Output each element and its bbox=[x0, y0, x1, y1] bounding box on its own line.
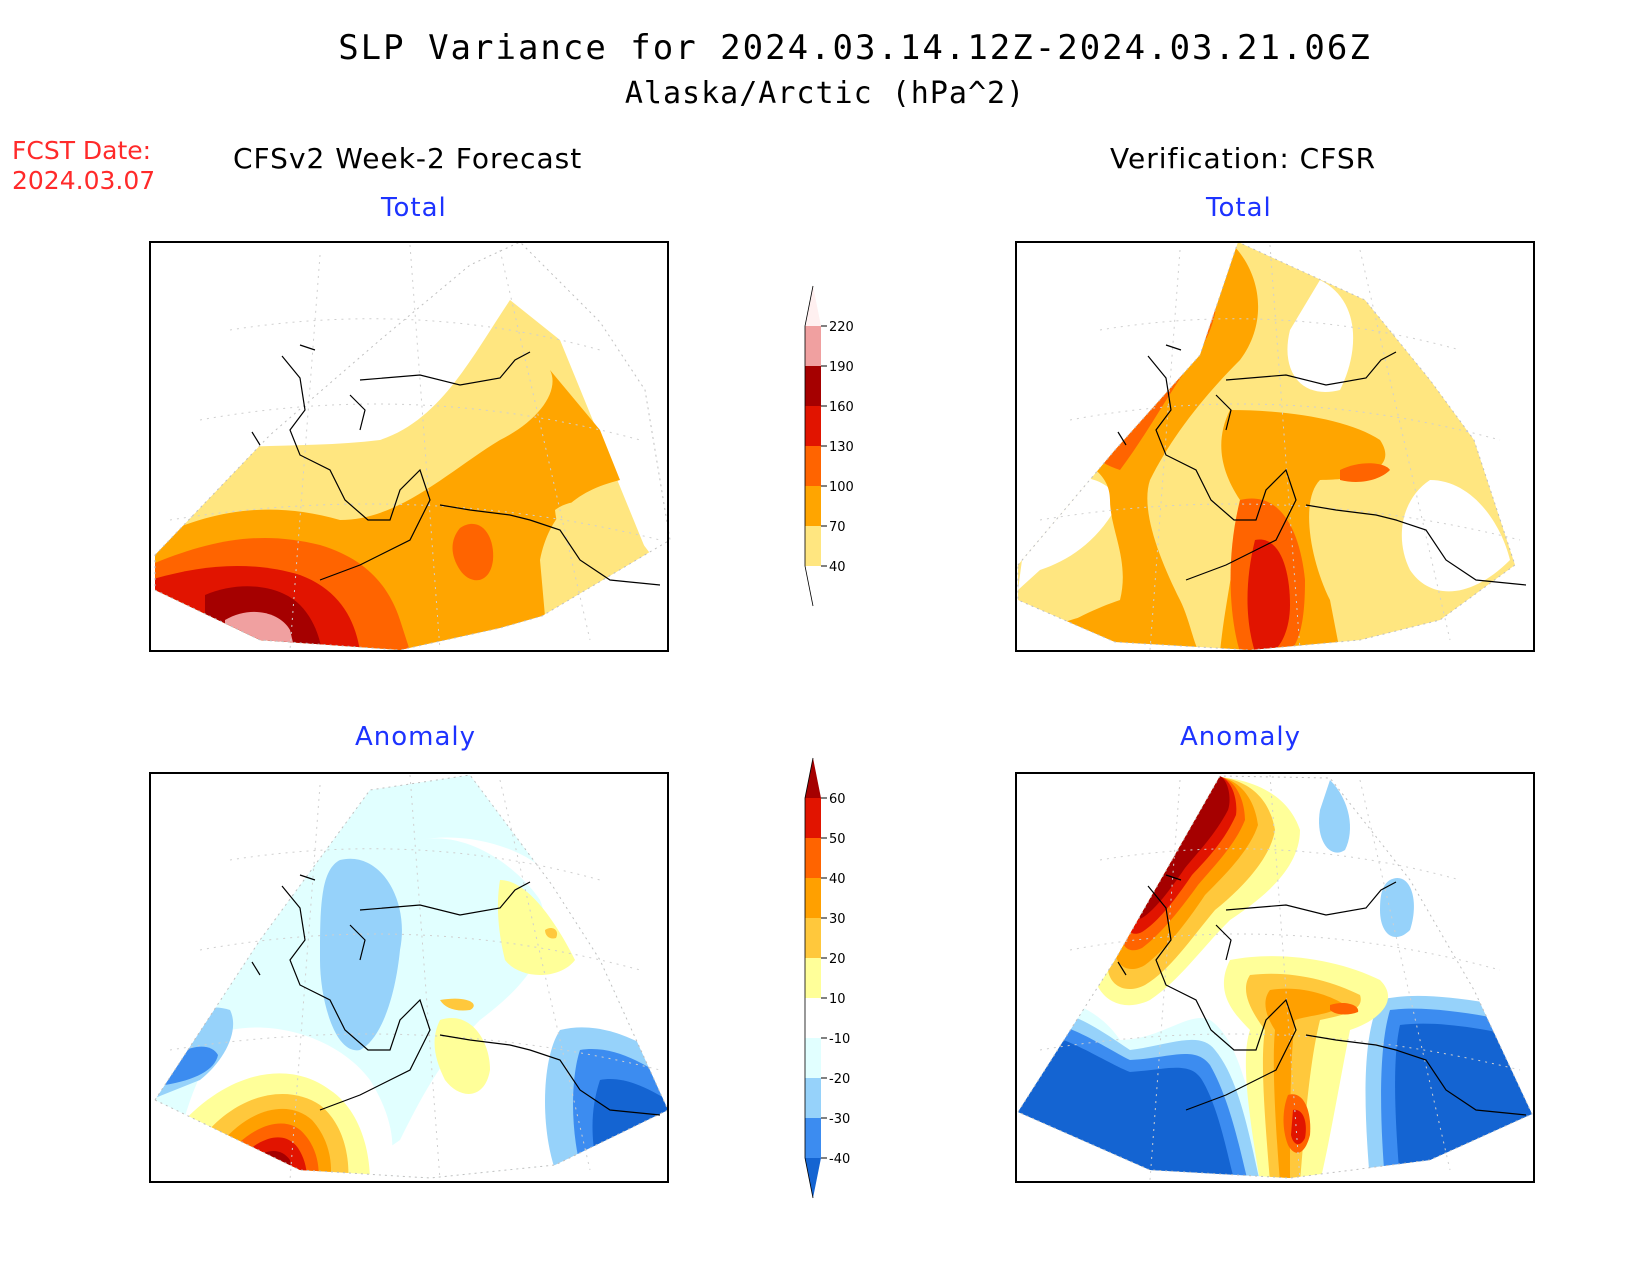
map-verification-anomaly bbox=[1015, 772, 1535, 1183]
panel-title-verification-anomaly: Anomaly bbox=[1180, 722, 1302, 752]
map-forecast-total bbox=[149, 241, 671, 652]
colorbar-anomaly-outline bbox=[804, 757, 814, 1199]
colorbar-anomaly-label: -30 bbox=[829, 1112, 850, 1127]
map-border bbox=[149, 241, 669, 652]
colorbar-anomaly-label: 10 bbox=[829, 992, 846, 1007]
colorbar-anomaly-label: 20 bbox=[829, 952, 846, 967]
chart-subtitle: Alaska/Arctic (hPa^2) bbox=[624, 76, 1026, 111]
colorbar-total-swatch bbox=[805, 326, 821, 366]
colorbar-anomaly-swatch bbox=[805, 758, 821, 798]
colorbar-total-swatch bbox=[805, 366, 821, 406]
panel-title-forecast-total: Total bbox=[381, 193, 447, 223]
colorbar-total-swatch bbox=[805, 406, 821, 446]
colorbar-anomaly-swatch bbox=[805, 958, 821, 998]
colorbar-total-swatch bbox=[805, 486, 821, 526]
fcst-date-label: FCST Date: bbox=[12, 136, 152, 165]
colorbar-total-swatch bbox=[805, 526, 821, 566]
map-boundary bbox=[154, 241, 671, 651]
colorbar-total-label: 100 bbox=[829, 480, 854, 495]
colorbar-anomaly-swatch bbox=[805, 798, 821, 838]
colorbar-anomaly-label: 30 bbox=[829, 912, 846, 927]
colorbar-anomaly-label: 60 bbox=[829, 792, 846, 807]
colorbar-anomaly-label: -10 bbox=[829, 1032, 850, 1047]
colorbar-total-label: 220 bbox=[829, 320, 854, 335]
colorbar-anomaly-swatch bbox=[805, 1078, 821, 1118]
colorbar-total-swatch bbox=[805, 286, 821, 326]
colorbar-total-label: 70 bbox=[829, 520, 846, 535]
coastline bbox=[251, 344, 661, 586]
colorbar-anomaly-swatch bbox=[805, 838, 821, 878]
fcst-date-value: 2024.03.07 bbox=[12, 166, 156, 195]
colorbar-total-swatch bbox=[805, 566, 821, 606]
panel-title-forecast-anomaly: Anomaly bbox=[355, 722, 477, 752]
colorbar-total-swatch bbox=[805, 446, 821, 486]
map-verification-total bbox=[1015, 241, 1535, 652]
colorbar-anomaly-swatch bbox=[805, 878, 821, 918]
panel-title-verification-total: Total bbox=[1206, 193, 1272, 223]
column-title-verification: Verification: CFSR bbox=[1110, 142, 1377, 175]
colorbar-anomaly-label: -20 bbox=[829, 1072, 850, 1087]
colorbar-anomaly-swatch bbox=[805, 1038, 821, 1078]
column-title-forecast: CFSv2 Week-2 Forecast bbox=[233, 142, 583, 175]
colorbar-total-label: 40 bbox=[829, 560, 846, 575]
fcst-date: FCST Date: 2024.03.07 bbox=[12, 136, 155, 196]
colorbar-anomaly-label: 50 bbox=[829, 832, 846, 847]
map-forecast-anomaly bbox=[149, 772, 669, 1183]
colorbar-anomaly-swatch bbox=[805, 1118, 821, 1158]
colorbar-total-label: 130 bbox=[829, 440, 854, 455]
colorbar-anomaly-label: -40 bbox=[829, 1152, 850, 1167]
colorbar-total: 40 70 100 130 160 190 220 bbox=[804, 285, 854, 607]
chart-title: SLP Variance for 2024.03.14.12Z-2024.03.… bbox=[338, 28, 1372, 68]
colorbar-anomaly-swatch bbox=[805, 998, 821, 1038]
colorbar-total-label: 160 bbox=[829, 400, 854, 415]
colorbar-anomaly-swatch bbox=[805, 1158, 821, 1198]
colorbar-anomaly-swatch bbox=[805, 918, 821, 958]
colorbar-total-outline bbox=[804, 285, 814, 607]
colorbar-anomaly-label: 40 bbox=[829, 872, 846, 887]
colorbar-total-label: 190 bbox=[829, 360, 854, 375]
colorbar-anomaly: -40 -30 -20 -10 10 20 30 40 50 60 bbox=[804, 757, 850, 1199]
